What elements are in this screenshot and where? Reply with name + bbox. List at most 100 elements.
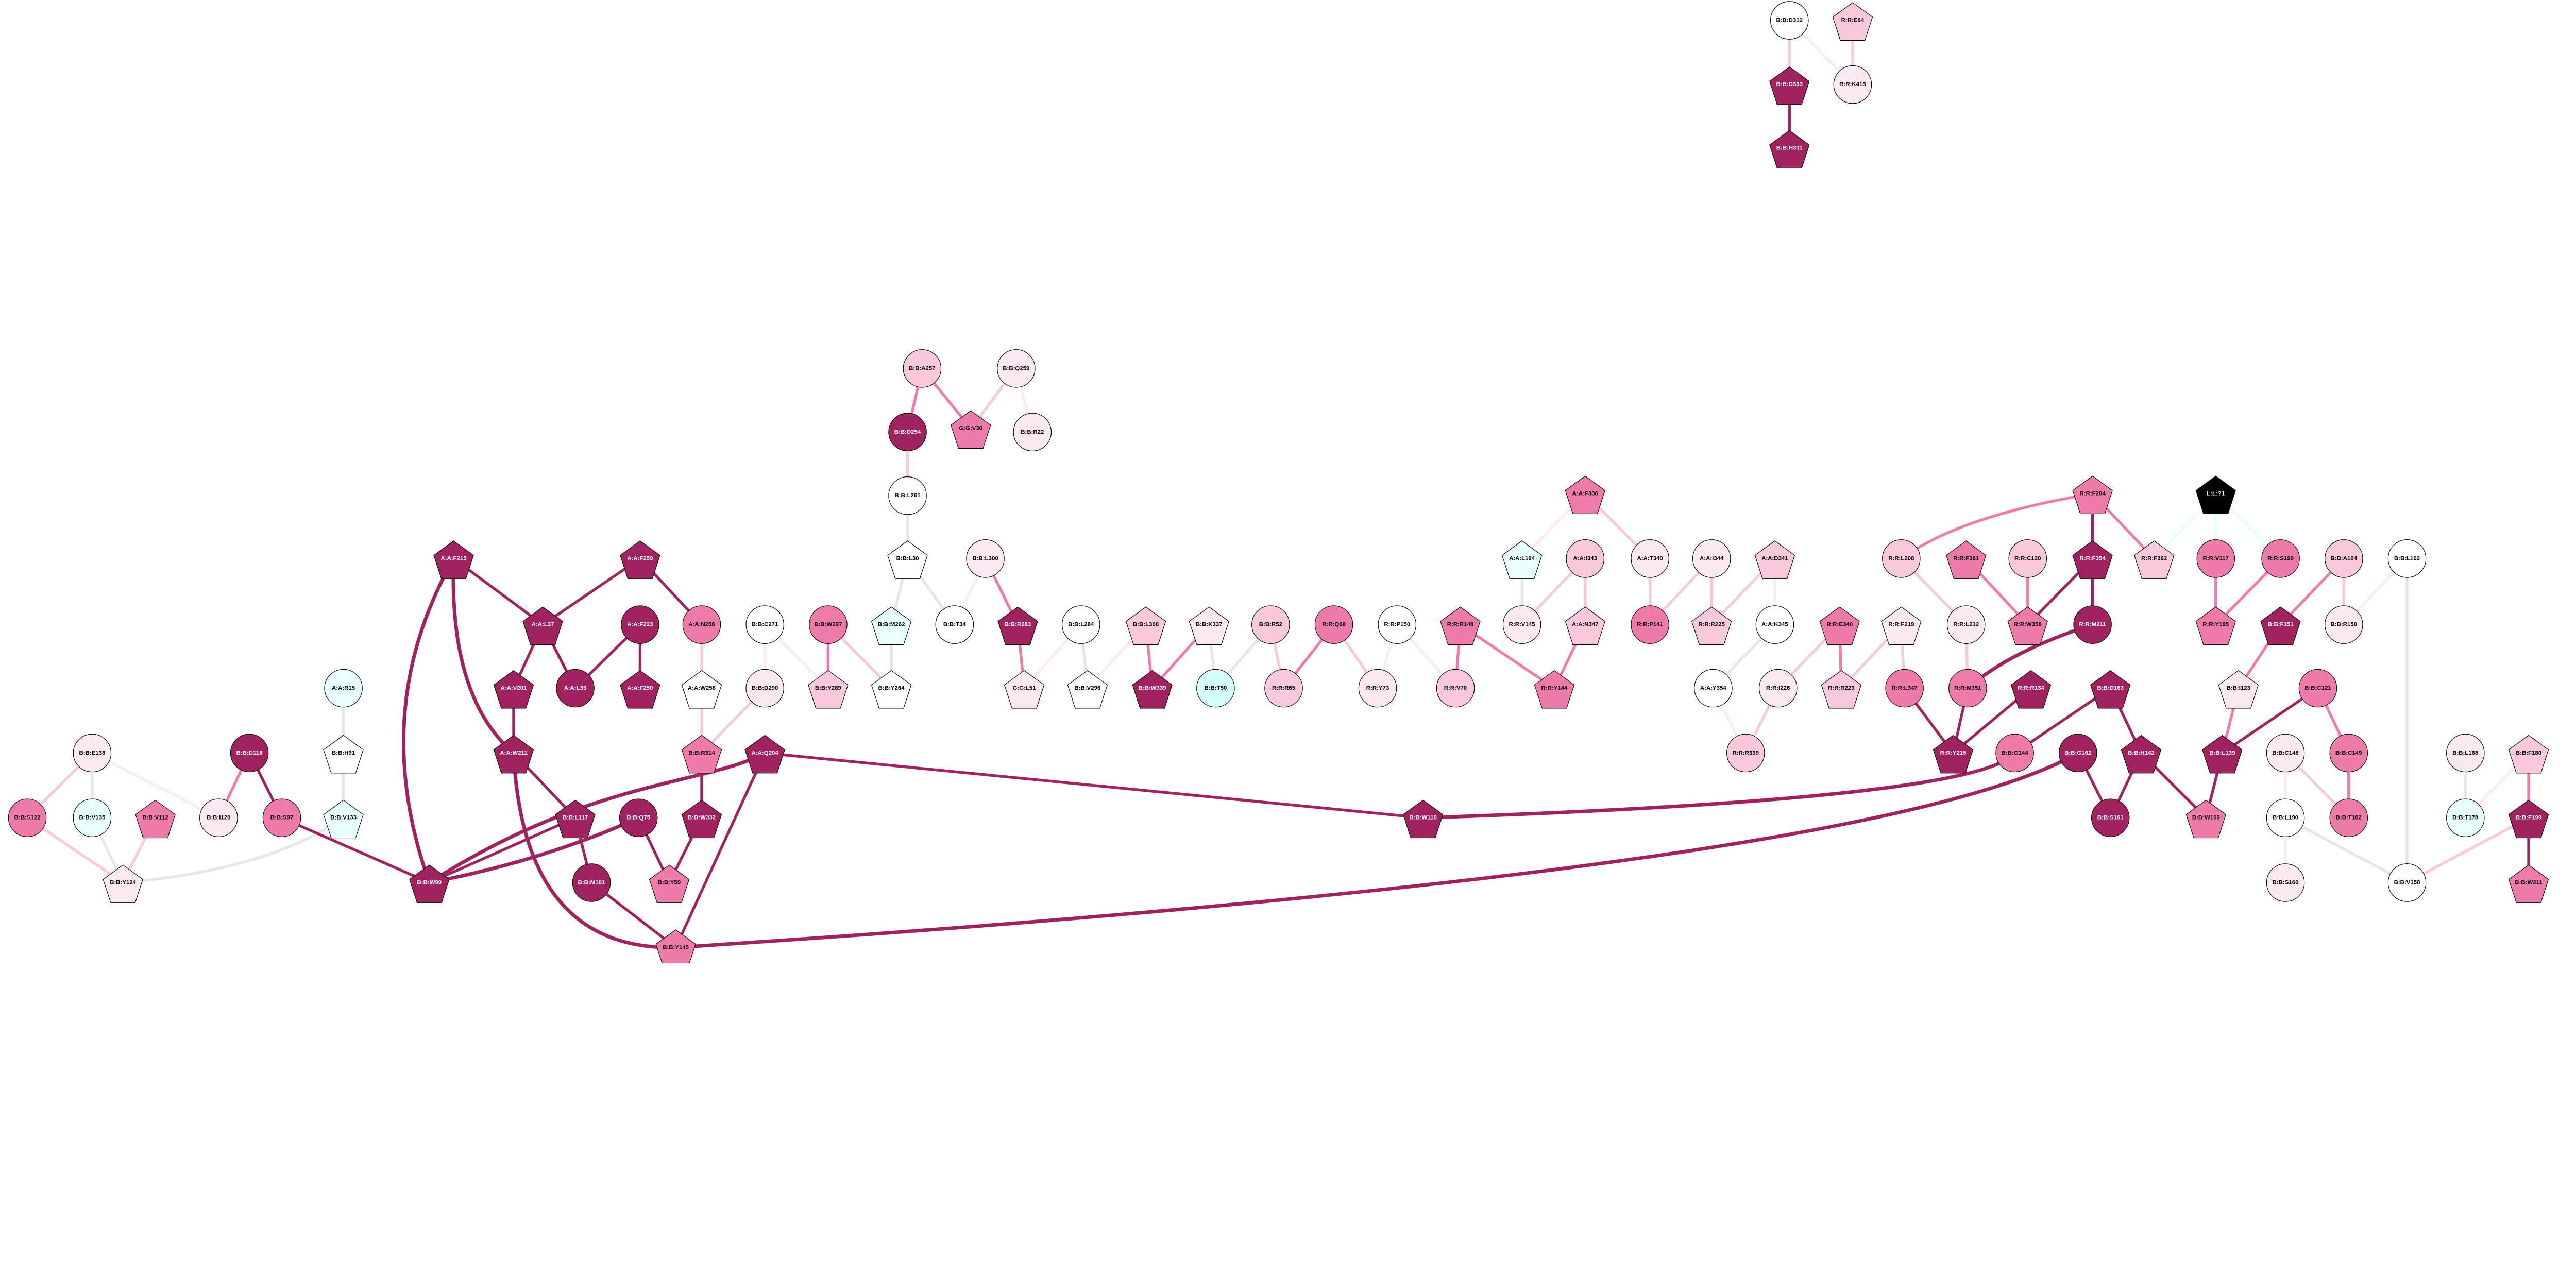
node-b-b-r22[interactable]: B:B:R22 bbox=[1013, 413, 1052, 452]
node-r-r-f362[interactable]: R:R:F362 bbox=[2134, 540, 2175, 579]
node-g-g-l51[interactable]: G:G:L51 bbox=[1004, 670, 1045, 709]
node-b-b-m101[interactable]: B:B:M101 bbox=[572, 863, 611, 902]
node-a-a-n347[interactable]: A:A:N347 bbox=[1565, 606, 1605, 645]
node-b-b-t50[interactable]: B:B:T50 bbox=[1196, 669, 1235, 708]
node-a-a-w211[interactable]: A:A:W211 bbox=[493, 735, 534, 774]
node-b-b-d333[interactable]: B:B:D333 bbox=[1769, 66, 1810, 105]
node-b-b-y145[interactable]: B:B:Y145 bbox=[655, 929, 696, 963]
node-r-r-r223[interactable]: R:R:R223 bbox=[1821, 670, 1862, 709]
node-b-b-l300[interactable]: B:B:L300 bbox=[966, 539, 1005, 578]
node-b-b-h142[interactable]: B:B:H142 bbox=[2121, 735, 2162, 774]
node-b-b-v158[interactable]: B:B:V158 bbox=[2387, 863, 2427, 902]
node-b-b-c149[interactable]: B:B:C149 bbox=[2329, 734, 2368, 773]
node-b-b-s122[interactable]: B:B:S122 bbox=[8, 798, 47, 837]
node-b-b-w211[interactable]: B:B:W211 bbox=[2508, 864, 2549, 903]
node-b-b-g162[interactable]: B:B:G162 bbox=[2059, 734, 2097, 773]
node-b-b-d312[interactable]: B:B:D312 bbox=[1770, 1, 1809, 40]
node-b-b-l30[interactable]: B:B:L30 bbox=[887, 540, 928, 579]
node-a-a-f259[interactable]: A:A:F259 bbox=[620, 540, 660, 579]
node-r-r-y73[interactable]: R:R:Y73 bbox=[1358, 669, 1397, 708]
node-r-r-r65[interactable]: R:R:R65 bbox=[1264, 669, 1303, 708]
node-b-b-w332[interactable]: B:B:W332 bbox=[681, 799, 722, 839]
node-r-r-r225[interactable]: R:R:R225 bbox=[1691, 606, 1732, 645]
node-a-a-i343[interactable]: A:A:I343 bbox=[1566, 539, 1605, 578]
node-r-r-w358[interactable]: R:R:W358 bbox=[2007, 606, 2048, 645]
node-b-b-c271[interactable]: B:B:C271 bbox=[745, 605, 784, 644]
node-b-b-d163[interactable]: B:B:D163 bbox=[2090, 670, 2131, 709]
node-a-a-v201[interactable]: A:A:V201 bbox=[493, 670, 534, 709]
node-a-a-l37[interactable]: A:A:L37 bbox=[522, 606, 563, 645]
node-a-a-l194[interactable]: A:A:L194 bbox=[1501, 540, 1543, 579]
node-r-r-m351[interactable]: R:R:M351 bbox=[1948, 669, 1987, 708]
node-r-r-f361[interactable]: R:R:F361 bbox=[1946, 540, 1987, 579]
node-b-b-v135[interactable]: B:B:V135 bbox=[73, 798, 112, 837]
node-r-r-l208[interactable]: R:R:L208 bbox=[1882, 539, 1921, 578]
node-b-b-a104[interactable]: B:B:A104 bbox=[2325, 539, 2363, 578]
node-a-a-d341[interactable]: A:A:D341 bbox=[1754, 540, 1795, 579]
node-b-b-r283[interactable]: B:B:R283 bbox=[997, 606, 1038, 645]
node-a-a-y354[interactable]: A:A:Y354 bbox=[1694, 669, 1733, 708]
node-b-b-t34[interactable]: B:B:T34 bbox=[935, 605, 974, 644]
node-r-r-m211[interactable]: R:R:M211 bbox=[2073, 605, 2112, 644]
node-r-r-r134[interactable]: R:R:R134 bbox=[2010, 670, 2052, 709]
node-b-b-y124[interactable]: B:B:Y124 bbox=[103, 864, 143, 903]
node-b-b-h91[interactable]: B:B:H91 bbox=[323, 735, 364, 774]
node-b-b-y59[interactable]: B:B:Y59 bbox=[649, 864, 690, 903]
node-b-b-r52[interactable]: B:B:R52 bbox=[1251, 605, 1290, 644]
node-a-a-k345[interactable]: A:A:K345 bbox=[1755, 605, 1794, 644]
node-b-b-s97[interactable]: B:B:S97 bbox=[262, 798, 301, 837]
node-r-r-r339[interactable]: R:R:R339 bbox=[1726, 734, 1765, 773]
node-b-b-d290[interactable]: B:B:D290 bbox=[745, 669, 784, 708]
node-a-a-q204[interactable]: A:A:Q204 bbox=[744, 735, 785, 774]
node-b-b-r150[interactable]: B:B:R150 bbox=[2325, 605, 2363, 644]
node-a-a-w258[interactable]: A:A:W258 bbox=[681, 670, 722, 709]
node-b-b-l284[interactable]: B:B:L284 bbox=[1061, 605, 1100, 644]
node-b-b-l139[interactable]: B:B:L139 bbox=[2202, 735, 2243, 774]
node-r-r-y215[interactable]: R:R:Y215 bbox=[1933, 735, 1974, 774]
node-l-l-1[interactable]: L:L:?1 bbox=[2195, 475, 2236, 515]
node-r-r-l212[interactable]: R:R:L212 bbox=[1946, 605, 1986, 644]
node-b-b-w169[interactable]: B:B:W169 bbox=[2185, 799, 2227, 839]
node-b-b-v133[interactable]: B:B:V133 bbox=[323, 799, 364, 839]
node-r-r-k413[interactable]: R:R:K413 bbox=[1833, 65, 1872, 104]
node-b-b-d118[interactable]: B:B:D118 bbox=[230, 734, 269, 773]
node-r-r-v145[interactable]: R:R:V145 bbox=[1502, 605, 1541, 644]
node-b-b-i123[interactable]: B:B:I123 bbox=[2218, 670, 2259, 709]
node-a-a-f215[interactable]: A:A:F215 bbox=[433, 540, 474, 579]
node-a-a-i344[interactable]: A:A:I344 bbox=[1692, 539, 1731, 578]
node-r-r-e64[interactable]: R:R:E64 bbox=[1832, 2, 1873, 41]
node-a-a-l39[interactable]: A:A:L39 bbox=[556, 669, 595, 708]
node-r-r-p141[interactable]: R:R:P141 bbox=[1631, 605, 1669, 644]
node-b-b-v112[interactable]: B:B:V112 bbox=[135, 799, 176, 839]
node-r-r-r148[interactable]: R:R:R148 bbox=[1440, 606, 1481, 645]
node-b-b-l168[interactable]: B:B:L168 bbox=[2446, 734, 2485, 773]
node-a-a-f223[interactable]: A:A:F223 bbox=[621, 605, 659, 644]
node-b-b-w297[interactable]: B:B:W297 bbox=[809, 605, 848, 644]
node-b-b-m262[interactable]: B:B:M262 bbox=[871, 606, 912, 645]
node-a-a-t340[interactable]: A:A:T340 bbox=[1631, 539, 1669, 578]
node-r-r-v70[interactable]: R:R:V70 bbox=[1436, 669, 1475, 708]
node-r-r-l347[interactable]: R:R:L347 bbox=[1885, 669, 1924, 708]
node-a-a-r15[interactable]: A:A:R15 bbox=[324, 669, 363, 708]
node-b-b-g144[interactable]: B:B:G144 bbox=[1995, 734, 2034, 773]
node-b-b-t178[interactable]: B:B:T178 bbox=[2446, 798, 2485, 837]
node-b-b-w339[interactable]: B:B:W339 bbox=[1132, 670, 1173, 709]
node-b-b-l192[interactable]: B:B:L192 bbox=[2387, 539, 2427, 578]
node-b-b-s160[interactable]: B:B:S160 bbox=[2266, 863, 2305, 902]
node-b-b-l117[interactable]: B:B:L117 bbox=[555, 799, 596, 839]
node-b-b-y264[interactable]: B:B:Y264 bbox=[871, 670, 912, 709]
node-r-r-f354[interactable]: R:R:F354 bbox=[2072, 540, 2113, 579]
node-b-b-r314[interactable]: B:B:R314 bbox=[681, 735, 722, 774]
node-b-b-k337[interactable]: B:B:K337 bbox=[1189, 606, 1229, 645]
node-b-b-w99[interactable]: B:B:W99 bbox=[409, 864, 450, 903]
node-b-b-q259[interactable]: B:B:Q259 bbox=[997, 349, 1036, 388]
node-r-r-p150[interactable]: R:R:P150 bbox=[1378, 605, 1417, 644]
node-a-a-f250[interactable]: A:A:F250 bbox=[620, 670, 660, 709]
node-r-r-y144[interactable]: R:R:Y144 bbox=[1534, 670, 1575, 709]
node-r-r-q68[interactable]: R:R:Q68 bbox=[1314, 605, 1353, 644]
node-b-b-t102[interactable]: B:B:T102 bbox=[2329, 798, 2368, 837]
node-b-b-l261[interactable]: B:B:L261 bbox=[888, 476, 927, 515]
node-b-b-f180[interactable]: B:B:F180 bbox=[2508, 735, 2549, 774]
node-r-r-f204[interactable]: R:R:F204 bbox=[2072, 475, 2113, 515]
node-b-b-c148[interactable]: B:B:C148 bbox=[2266, 734, 2305, 773]
